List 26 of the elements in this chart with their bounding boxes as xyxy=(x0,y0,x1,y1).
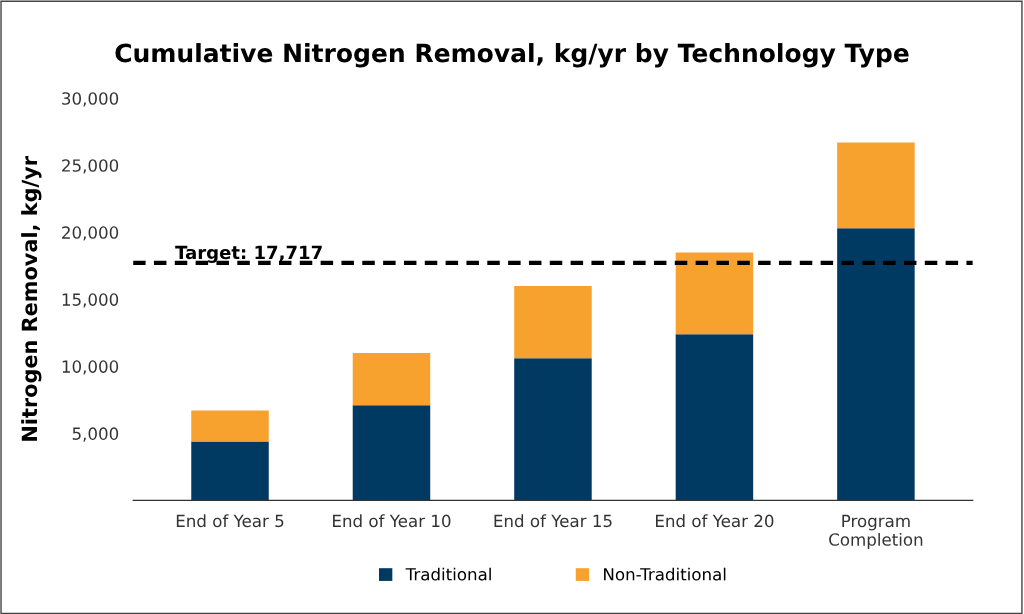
bar xyxy=(837,228,915,501)
y-tick-label: 10,000 xyxy=(62,360,119,375)
legend-label: Non-Traditional xyxy=(604,567,726,581)
bar xyxy=(675,252,754,335)
ref-line-label: Target: 17,717 xyxy=(175,245,322,263)
bar xyxy=(352,352,431,406)
bar xyxy=(514,358,592,501)
x-tick-label: End of Year 5 xyxy=(176,514,284,528)
bar xyxy=(352,405,431,501)
y-tick-label: 15,000 xyxy=(62,293,119,308)
bar xyxy=(514,285,592,359)
bar xyxy=(191,441,269,501)
y-tick-label: 20,000 xyxy=(62,226,119,241)
x-tick-label: End of Year 10 xyxy=(333,514,451,528)
bar xyxy=(191,410,269,442)
y-tick-label: 5,000 xyxy=(72,427,119,442)
bar xyxy=(675,334,754,501)
bar xyxy=(837,142,915,229)
legend-label: Traditional xyxy=(405,567,491,581)
chart-title: Cumulative Nitrogen Removal, kg/yr by Technology Type xyxy=(115,43,909,68)
y-axis-title: Nitrogen Removal, kg/yr xyxy=(21,156,42,441)
y-tick-label: 25,000 xyxy=(62,159,119,174)
x-tick-label: End of Year 15 xyxy=(494,514,612,528)
y-tick-label: 30,000 xyxy=(62,92,119,107)
x-tick-label: Program Completion xyxy=(829,514,923,550)
x-tick-label: End of Year 20 xyxy=(656,514,774,528)
